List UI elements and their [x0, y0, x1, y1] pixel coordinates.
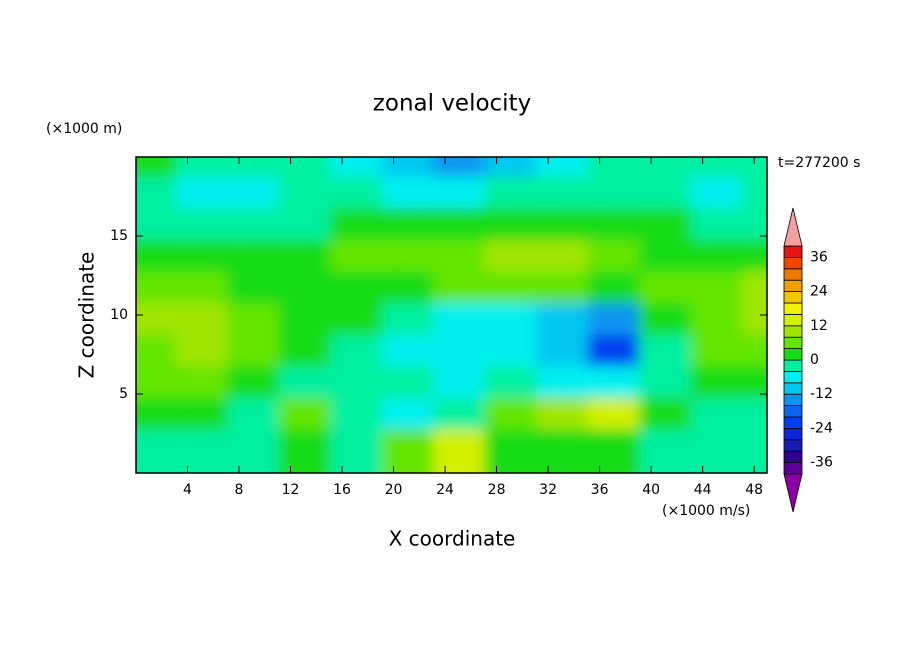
colorbar-box [783, 256, 803, 270]
colorbar-tick-label: -36 [810, 455, 833, 471]
colorbar-box [783, 416, 803, 429]
time-label: t=277200 s [778, 155, 860, 171]
colorbar-box [783, 359, 803, 372]
colorbar-tick-label: -12 [810, 386, 833, 402]
x-tick-label: 8 [235, 482, 244, 498]
x-tick-label: 12 [282, 482, 300, 498]
colorbar-box [783, 450, 803, 464]
colorbar-tick-label: -24 [810, 420, 833, 436]
x-tick-label: 28 [488, 482, 506, 498]
chart-title: zonal velocity [373, 91, 531, 117]
x-tick-label: 44 [694, 482, 712, 498]
colorbar-box [783, 245, 803, 258]
x-tick-label: 4 [183, 482, 192, 498]
colorbar-box [783, 325, 803, 338]
colorbar-box [783, 393, 803, 407]
colorbar-box [783, 382, 803, 395]
y-axis-label: Z coordinate [75, 252, 99, 379]
y-tick-label: 10 [110, 307, 128, 323]
colorbar-extend-low [783, 473, 803, 513]
colorbar-box [783, 462, 803, 475]
colorbar-box [783, 291, 803, 304]
colorbar-tick-label: 12 [810, 318, 828, 334]
x-tick-label: 20 [385, 482, 403, 498]
colorbar-tick-label: 24 [810, 284, 828, 300]
colorbar-extend-high [783, 207, 803, 247]
x-axis-label: X coordinate [389, 527, 516, 551]
x-tick-label: 36 [591, 482, 609, 498]
x-tick-label: 40 [642, 482, 660, 498]
y-tick-label: 15 [110, 228, 128, 244]
x-tick-label: 24 [436, 482, 454, 498]
colorbar-box [783, 427, 803, 441]
colorbar-box [783, 279, 803, 293]
colorbar-box [783, 302, 803, 315]
colorbar-box [783, 405, 803, 418]
y-tick-label: 5 [119, 386, 128, 402]
x-tick-label: 32 [539, 482, 557, 498]
x-tick-label: 48 [745, 482, 763, 498]
x-tick-label: 16 [333, 482, 351, 498]
unit-label: (×1000 m/s) [662, 503, 750, 519]
field [136, 157, 767, 473]
colorbar-box [783, 268, 803, 281]
colorbar-tick-label: 0 [810, 352, 819, 368]
colorbar-box [783, 313, 803, 327]
colorbar-box [783, 348, 803, 361]
y-unit: (×1000 m) [46, 121, 122, 137]
colorbar-box [783, 439, 803, 452]
axes: 4 8 12 16 20 24 28 32 36 40 44 4851015-36-24-120122… [110, 156, 833, 513]
colorbar-box [783, 370, 803, 384]
colorbar-box [783, 336, 803, 350]
colorbar-tick-label: 36 [810, 249, 828, 265]
cells [136, 157, 767, 473]
cell [742, 429, 767, 473]
